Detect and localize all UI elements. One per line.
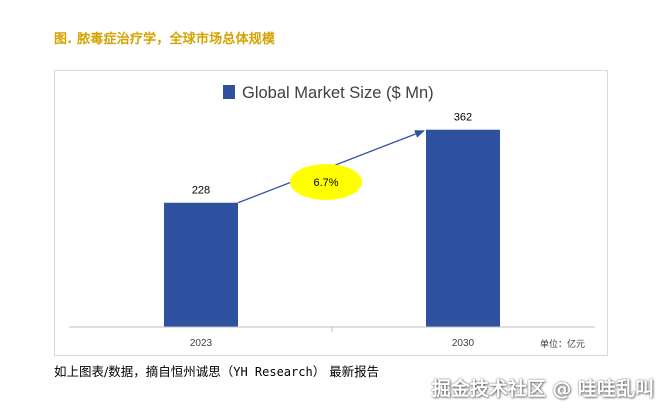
bar-2030 [426,129,500,327]
caption-prefix: 如上图表/数据，摘自恒州诚思（ [54,364,234,379]
caption-source: YH Research [233,365,313,379]
cagr-ellipse [290,164,362,200]
bar-chart: Global Market Size ($ Mn) 228 362 2023 203… [69,84,595,350]
legend-swatch [223,85,235,99]
cagr-label: 6.7% [313,177,338,189]
caption-suffix: ） 最新报告 [312,364,380,379]
chart-frame: Global Market Size ($ Mn) 228 362 2023 203… [54,70,608,356]
value-label-2023: 228 [192,185,210,197]
bars-group [164,129,500,327]
bar-2023 [164,202,238,327]
unit-note: 单位：亿元 [540,338,585,350]
watermark: 掘金技术社区 @ 哇哇乱叫 [431,378,654,400]
source-caption: 如上图表/数据，摘自恒州诚思（YH Research） 最新报告 [54,361,379,380]
x-tick-label-2030: 2030 [452,338,475,349]
figure-title: 图. 脓毒症治疗学，全球市场总体规模 [54,32,276,47]
legend-label: Global Market Size ($ Mn) [242,84,434,102]
x-tick-labels-group: 2023 2030 [190,338,475,349]
value-label-2030: 362 [454,112,472,124]
value-labels-group: 228 362 [192,112,472,197]
x-tick-label-2023: 2023 [190,338,213,349]
legend: Global Market Size ($ Mn) [223,84,434,102]
